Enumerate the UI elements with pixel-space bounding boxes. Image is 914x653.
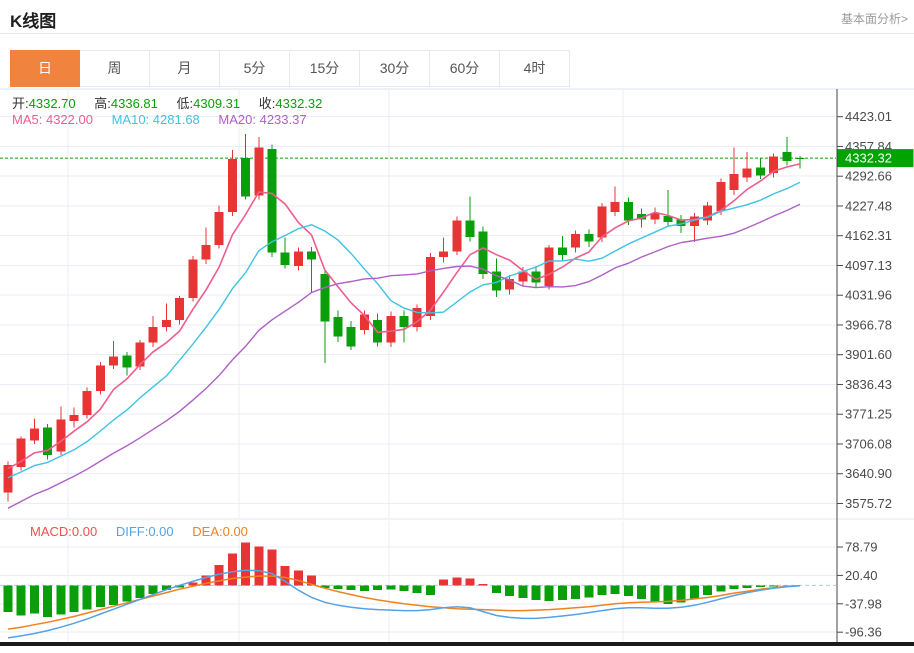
- ma20-value: MA20: 4233.37: [218, 112, 307, 127]
- price-axis-labels: 4423.014357.844292.664227.484162.314097.…: [837, 109, 892, 511]
- open-value: 开:4332.70: [12, 96, 76, 111]
- low-value: 低:4309.31: [176, 96, 241, 111]
- grid-lines: [0, 89, 914, 642]
- svg-text:78.79: 78.79: [845, 540, 878, 555]
- macd-axis-labels: 78.79 20.40 -37.98 -96.36: [837, 540, 882, 640]
- svg-text:4332.32: 4332.32: [845, 151, 892, 166]
- svg-text:3901.60: 3901.60: [845, 347, 892, 362]
- ohlc-legend: 开:4332.70 高:4336.81 低:4309.31 收:4332.32: [12, 93, 337, 112]
- svg-text:3836.43: 3836.43: [845, 377, 892, 392]
- diff-value: DIFF:0.00: [115, 524, 174, 539]
- svg-text:4162.31: 4162.31: [845, 228, 892, 243]
- tab-5min[interactable]: 5分: [220, 50, 290, 87]
- svg-text:3640.90: 3640.90: [845, 466, 892, 481]
- macd-value: MACD:0.00: [30, 524, 98, 539]
- high-value: 高:4336.81: [94, 96, 158, 111]
- svg-text:20.40: 20.40: [845, 568, 878, 583]
- tab-4hour[interactable]: 4时: [500, 50, 570, 87]
- svg-text:4031.96: 4031.96: [845, 288, 892, 303]
- close-value: 收:4332.32: [258, 96, 323, 111]
- svg-text:4097.13: 4097.13: [845, 258, 892, 273]
- tab-weekly[interactable]: 周: [80, 50, 150, 87]
- macd-histogram[interactable]: [3, 542, 792, 617]
- tab-15min[interactable]: 15分: [290, 50, 360, 87]
- chart-region[interactable]: 4423.01 4357.84 4292.66 4227.48 4162.31 4097.…: [0, 88, 914, 648]
- svg-text:3575.72: 3575.72: [845, 496, 892, 511]
- current-price-tag: 4332.32: [837, 149, 914, 168]
- dea-line: [7, 575, 801, 630]
- svg-text:3771.25: 3771.25: [845, 407, 892, 422]
- ma5-value: MA5: 4322.00: [12, 112, 93, 127]
- fundamental-analysis-link[interactable]: 基本面分析>: [840, 12, 908, 26]
- dea-value: DEA:0.00: [192, 524, 248, 539]
- diff-line: [7, 569, 801, 639]
- tab-60min[interactable]: 60分: [430, 50, 500, 87]
- svg-text:-96.36: -96.36: [845, 625, 882, 640]
- svg-text:3966.78: 3966.78: [845, 317, 892, 332]
- page-title: K线图: [10, 12, 57, 31]
- svg-text:-37.98: -37.98: [845, 596, 882, 611]
- svg-text:4292.66: 4292.66: [845, 169, 892, 184]
- tab-monthly[interactable]: 月: [150, 50, 220, 87]
- svg-text:4423.01: 4423.01: [845, 109, 892, 124]
- ma20-line: [7, 203, 801, 509]
- macd-legend: MACD:0.00 DIFF:0.00 DEA:0.00: [30, 524, 263, 539]
- bottom-border: [0, 642, 914, 646]
- header-divider: [0, 33, 914, 34]
- ma5-line: [7, 163, 801, 470]
- svg-text:3706.08: 3706.08: [845, 436, 892, 451]
- tab-30min[interactable]: 30分: [360, 50, 430, 87]
- svg-text:4227.48: 4227.48: [845, 198, 892, 213]
- tab-daily[interactable]: 日: [10, 50, 80, 87]
- candles[interactable]: [3, 134, 805, 502]
- ma10-line: [7, 181, 801, 479]
- ma-legend: MA5: 4322.00 MA10: 4281.68 MA20: 4233.37: [12, 112, 322, 127]
- ma10-value: MA10: 4281.68: [111, 112, 200, 127]
- period-tabs: 日周月 5分 15分 30分 60分 4时: [10, 50, 570, 87]
- kline-chart-canvas[interactable]: 4423.014357.844292.664227.484162.314097.…: [0, 89, 914, 648]
